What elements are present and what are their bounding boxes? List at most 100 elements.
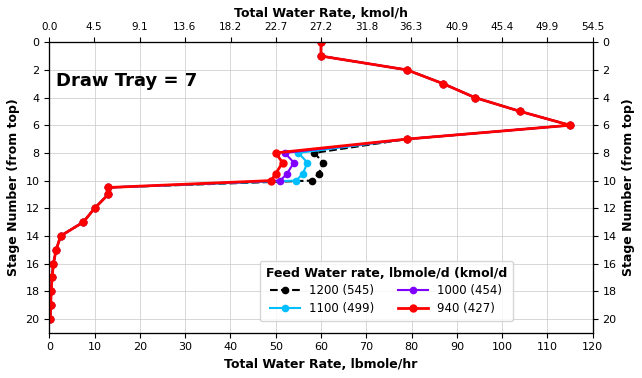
940 (427): [566, 123, 574, 127]
1100 (499): [48, 275, 56, 280]
X-axis label: Total Water Rate, lbmole/hr: Total Water Rate, lbmole/hr: [224, 358, 418, 371]
Line: 1100 (499): 1100 (499): [47, 39, 573, 322]
940 (427): [403, 137, 411, 141]
1000 (454): [48, 289, 55, 294]
1200 (545): [439, 82, 447, 86]
940 (427): [48, 289, 55, 294]
940 (427): [105, 185, 112, 190]
1000 (454): [403, 68, 411, 72]
1200 (545): [56, 234, 64, 238]
940 (427): [80, 220, 87, 225]
940 (427): [272, 171, 279, 176]
1100 (499): [105, 192, 112, 197]
Text: Draw Tray = 7: Draw Tray = 7: [56, 73, 197, 90]
Line: 1000 (454): 1000 (454): [47, 39, 573, 322]
1100 (499): [299, 171, 307, 176]
1200 (545): [105, 192, 112, 197]
1200 (545): [310, 151, 318, 155]
1000 (454): [47, 303, 55, 307]
940 (427): [52, 248, 60, 252]
940 (427): [317, 40, 325, 45]
1200 (545): [317, 40, 325, 45]
1100 (499): [403, 68, 411, 72]
Line: 1200 (545): 1200 (545): [47, 39, 573, 322]
1100 (499): [80, 220, 87, 225]
1000 (454): [105, 192, 112, 197]
1100 (499): [516, 109, 524, 114]
1200 (545): [46, 317, 54, 321]
1100 (499): [56, 234, 64, 238]
940 (427): [49, 261, 57, 266]
1000 (454): [49, 261, 57, 266]
1100 (499): [48, 289, 55, 294]
Legend: 1200 (545), 1100 (499), 1000 (454), 940 (427): 1200 (545), 1100 (499), 1000 (454), 940 …: [259, 261, 513, 321]
1000 (454): [56, 234, 64, 238]
1000 (454): [91, 206, 98, 211]
1200 (545): [315, 171, 322, 176]
1000 (454): [277, 178, 284, 183]
Line: 940 (427): 940 (427): [47, 39, 573, 322]
1100 (499): [566, 123, 574, 127]
1100 (499): [105, 185, 112, 190]
940 (427): [403, 68, 411, 72]
1100 (499): [317, 40, 325, 45]
1200 (545): [403, 68, 411, 72]
940 (427): [272, 151, 279, 155]
940 (427): [516, 109, 524, 114]
1000 (454): [283, 171, 291, 176]
940 (427): [317, 54, 325, 58]
1200 (545): [516, 109, 524, 114]
1000 (454): [281, 151, 289, 155]
1200 (545): [47, 303, 55, 307]
1200 (545): [403, 137, 411, 141]
1200 (545): [91, 206, 98, 211]
1000 (454): [80, 220, 87, 225]
1200 (545): [48, 289, 55, 294]
940 (427): [439, 82, 447, 86]
1100 (499): [295, 151, 302, 155]
1200 (545): [48, 275, 56, 280]
X-axis label: Total Water Rate, kmol/h: Total Water Rate, kmol/h: [234, 7, 408, 20]
1000 (454): [46, 317, 54, 321]
1000 (454): [317, 54, 325, 58]
940 (427): [46, 317, 54, 321]
1000 (454): [471, 95, 479, 100]
1100 (499): [304, 160, 311, 165]
1100 (499): [91, 206, 98, 211]
1000 (454): [516, 109, 524, 114]
1000 (454): [105, 185, 112, 190]
1200 (545): [471, 95, 479, 100]
1100 (499): [317, 54, 325, 58]
1100 (499): [439, 82, 447, 86]
1000 (454): [52, 248, 60, 252]
1000 (454): [566, 123, 574, 127]
940 (427): [267, 178, 275, 183]
1100 (499): [52, 248, 60, 252]
1100 (499): [46, 317, 54, 321]
1100 (499): [403, 137, 411, 141]
1100 (499): [471, 95, 479, 100]
1200 (545): [80, 220, 87, 225]
1100 (499): [47, 303, 55, 307]
940 (427): [279, 160, 286, 165]
940 (427): [105, 192, 112, 197]
940 (427): [91, 206, 98, 211]
1100 (499): [49, 261, 57, 266]
1200 (545): [320, 160, 327, 165]
940 (427): [47, 303, 55, 307]
1000 (454): [439, 82, 447, 86]
1200 (545): [52, 248, 60, 252]
Y-axis label: Stage Number (from top): Stage Number (from top): [7, 99, 20, 276]
1200 (545): [49, 261, 57, 266]
1000 (454): [290, 160, 298, 165]
1200 (545): [105, 185, 112, 190]
1200 (545): [308, 178, 316, 183]
1000 (454): [317, 40, 325, 45]
1200 (545): [566, 123, 574, 127]
1200 (545): [317, 54, 325, 58]
940 (427): [48, 275, 56, 280]
940 (427): [56, 234, 64, 238]
Y-axis label: Stage Number (from top): Stage Number (from top): [622, 99, 635, 276]
1000 (454): [48, 275, 56, 280]
940 (427): [471, 95, 479, 100]
